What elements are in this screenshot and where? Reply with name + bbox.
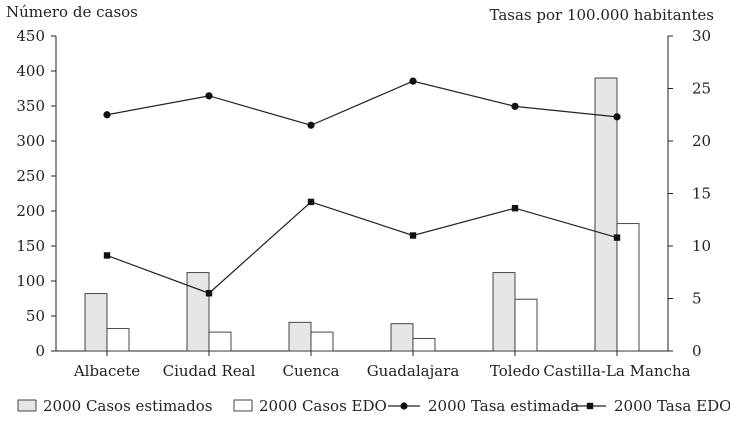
bar-casos-edo bbox=[106, 328, 130, 352]
left-tick-label: 450 bbox=[16, 27, 45, 45]
point-tasa-edo bbox=[613, 234, 621, 241]
bar-casos-estimados bbox=[594, 77, 618, 352]
legend-label: 2000 Casos EDO bbox=[259, 397, 387, 415]
plot-area: 0 50 100 150 200 250 300 350 400 450 0 5 10 15 20 25 30 A… bbox=[16, 27, 711, 380]
right-tick-label: 5 bbox=[692, 290, 702, 308]
right-tick-label: 30 bbox=[692, 27, 711, 45]
category-label: Guadalajara bbox=[367, 362, 460, 380]
left-tick-label: 150 bbox=[16, 237, 45, 255]
point-tasa-estimada bbox=[511, 102, 519, 110]
point-tasa-estimada bbox=[307, 121, 315, 129]
right-tick-label: 0 bbox=[692, 342, 702, 360]
right-axis-title: Tasas por 100.000 habitantes bbox=[490, 6, 715, 24]
left-tick-label: 300 bbox=[16, 132, 45, 150]
left-tick-label: 350 bbox=[16, 97, 45, 115]
line-tasa-estimada bbox=[106, 80, 618, 126]
point-tasa-estimada bbox=[409, 77, 417, 85]
legend-label: 2000 Tasa EDO bbox=[614, 397, 730, 415]
point-tasa-edo bbox=[307, 198, 315, 206]
left-tick-label: 50 bbox=[26, 307, 45, 325]
category-label: Ciudad Real bbox=[163, 362, 256, 380]
left-tick-label: 200 bbox=[16, 202, 45, 220]
legend-label: 2000 Tasa estimada bbox=[428, 397, 579, 415]
legend-swatch bbox=[17, 399, 37, 412]
bar-casos-edo bbox=[208, 331, 232, 352]
bar-casos-estimados bbox=[288, 321, 312, 352]
point-tasa-estimada bbox=[103, 111, 111, 119]
left-axis-title: Número de casos bbox=[6, 3, 138, 21]
bar-casos-edo bbox=[310, 331, 334, 352]
legend-swatch bbox=[233, 399, 253, 412]
point-tasa-estimada bbox=[613, 113, 621, 121]
point-tasa-edo bbox=[409, 232, 417, 239]
bar-casos-estimados bbox=[492, 272, 516, 352]
bar-casos-estimados bbox=[390, 323, 414, 352]
category-label: Castilla-La Mancha bbox=[543, 362, 690, 380]
bar-casos-edo bbox=[412, 337, 436, 352]
bar-casos-estimados bbox=[186, 272, 210, 352]
point-tasa-edo bbox=[511, 205, 519, 212]
category-label: Cuenca bbox=[282, 362, 339, 380]
right-tick-label: 15 bbox=[692, 185, 711, 203]
right-tick-label: 20 bbox=[692, 132, 711, 150]
legend-label: 2000 Casos estimados bbox=[43, 397, 212, 415]
right-tick-label: 25 bbox=[692, 80, 711, 98]
category-label: Toledo bbox=[490, 362, 540, 380]
bar-casos-edo bbox=[616, 223, 640, 352]
right-tick-label: 10 bbox=[692, 237, 711, 255]
bar-casos-edo bbox=[514, 298, 538, 352]
left-tick-label: 100 bbox=[16, 272, 45, 290]
left-tick-label: 0 bbox=[35, 342, 45, 360]
bar-casos-estimados bbox=[84, 293, 108, 352]
left-tick-label: 400 bbox=[16, 62, 45, 80]
line-tasa-edo bbox=[106, 201, 618, 294]
legend: 2000 Casos estimados 2000 Casos EDO 2000 T… bbox=[17, 397, 730, 415]
legend-marker bbox=[400, 402, 408, 410]
point-tasa-edo bbox=[103, 252, 111, 259]
point-tasa-estimada bbox=[205, 92, 213, 100]
legend-marker bbox=[586, 402, 594, 410]
left-tick-label: 250 bbox=[16, 167, 45, 185]
category-label: Albacete bbox=[73, 362, 140, 380]
point-tasa-edo bbox=[205, 290, 213, 297]
